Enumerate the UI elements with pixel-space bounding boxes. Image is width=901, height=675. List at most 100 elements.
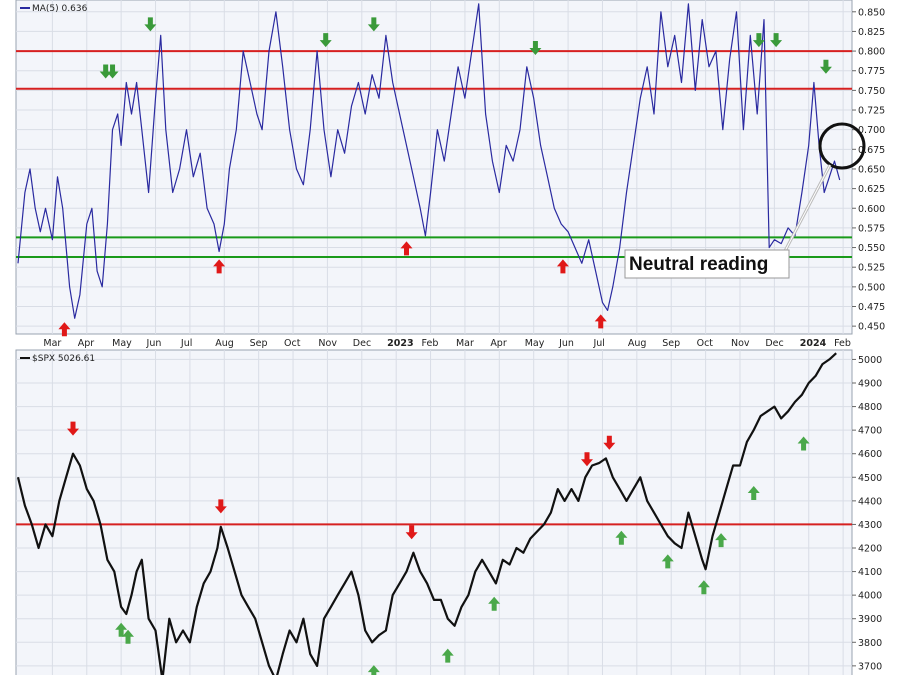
bottom-legend-label: $SPX 5026.61	[32, 354, 95, 364]
overbought-arrow	[770, 33, 783, 48]
overbought-arrow	[819, 59, 832, 74]
sell-signal-arrow	[603, 435, 616, 450]
top-series-line	[17, 3, 841, 319]
bottom-plot-area	[15, 349, 853, 675]
top-legend-label: MA(5) 0.636	[32, 4, 88, 14]
y-tick-label: 4600	[858, 449, 882, 460]
y-tick-label: 4300	[858, 520, 882, 531]
bottom-signal-arrows	[67, 421, 810, 675]
series-line	[16, 352, 837, 675]
oversold-arrow	[594, 314, 607, 329]
overbought-arrow	[529, 40, 542, 55]
top-panel: 0.450 0.475 0.500 0.525 0.550 0.575 0.600 0.625…	[15, 0, 885, 349]
y-tick-label: 0.525	[858, 263, 885, 274]
top-x-axis: Mar Apr May Jun Jul Aug Sep Oct Nov Dec 2023 Feb Mar…	[43, 338, 851, 349]
x-tick-label: Jul	[592, 338, 604, 349]
y-tick-label: 4500	[858, 473, 882, 484]
bottom-series-line	[16, 352, 837, 675]
x-tick-label: Aug	[628, 338, 647, 349]
y-tick-label: 4000	[858, 591, 882, 602]
x-tick-label: Feb	[422, 338, 439, 349]
oversold-arrow	[556, 259, 569, 274]
y-tick-label: 0.450	[858, 322, 885, 333]
y-tick-label: 0.475	[858, 302, 885, 313]
buy-signal-arrow	[661, 554, 674, 569]
annotation-text: Neutral reading	[629, 254, 768, 275]
x-tick-label: May	[112, 338, 132, 349]
overbought-arrow	[367, 17, 380, 32]
x-tick-label: Jun	[558, 338, 574, 349]
sell-signal-arrow	[580, 452, 593, 467]
buy-signal-arrow	[747, 486, 760, 500]
x-tick-label: 2024	[800, 338, 827, 349]
buy-signal-arrow	[122, 629, 135, 644]
x-tick-label: Dec	[765, 338, 783, 349]
x-tick-label: May	[525, 338, 545, 349]
x-tick-label: Nov	[318, 338, 337, 349]
series-line	[17, 3, 841, 319]
y-tick-label: 0.775	[858, 66, 885, 77]
overbought-arrow	[106, 64, 119, 79]
y-tick-label: 4400	[858, 496, 882, 507]
top-y-axis: 0.450 0.475 0.500 0.525 0.550 0.575 0.600 0.625…	[852, 7, 885, 333]
oversold-arrow	[58, 322, 71, 337]
buy-signal-arrow	[615, 530, 628, 545]
x-tick-label: Mar	[456, 338, 474, 349]
neutral-reading-annotation: Neutral reading	[624, 122, 866, 279]
x-tick-label: Apr	[490, 338, 507, 349]
annotation-box	[624, 249, 790, 279]
y-tick-label: 0.800	[858, 47, 885, 58]
sell-signal-arrow	[67, 421, 80, 436]
overbought-arrow	[99, 64, 112, 79]
y-tick-label: 0.500	[858, 282, 885, 293]
x-tick-label: Dec	[353, 338, 371, 349]
y-tick-label: 0.725	[858, 106, 885, 117]
x-tick-label: Sep	[250, 338, 268, 349]
y-tick-label: 0.575	[858, 223, 885, 234]
x-tick-label: Jun	[146, 338, 162, 349]
y-tick-label: 4700	[858, 426, 882, 437]
x-tick-label: Apr	[78, 338, 95, 349]
y-tick-label: 0.625	[858, 184, 885, 195]
y-tick-label: 5000	[858, 355, 882, 366]
callout-line-2	[784, 164, 831, 252]
bottom-y-axis: 3700 3800 3900 4000 4100 4200 4300 4400 4500 4600…	[852, 355, 882, 672]
y-tick-label: 0.850	[858, 7, 885, 18]
y-tick-label: 0.675	[858, 145, 885, 156]
overbought-arrow	[144, 17, 157, 32]
y-tick-label: 4100	[858, 567, 882, 578]
top-signal-arrows	[58, 17, 832, 337]
x-tick-label: Sep	[662, 338, 680, 349]
x-tick-label: Jul	[180, 338, 192, 349]
buy-signal-arrow	[797, 436, 810, 451]
y-tick-label: 4200	[858, 544, 882, 555]
y-tick-label: 0.600	[858, 204, 885, 215]
y-tick-label: 3900	[858, 614, 882, 625]
oversold-arrow	[400, 241, 413, 256]
buy-signal-arrow	[367, 665, 380, 675]
top-legend: MA(5) 0.636	[20, 4, 88, 14]
oversold-arrow	[213, 259, 226, 274]
y-tick-label: 4800	[858, 402, 882, 413]
bottom-gridlines	[16, 350, 852, 675]
buy-signal-arrow	[441, 648, 454, 663]
y-tick-label: 0.750	[858, 86, 885, 97]
y-tick-label: 0.550	[858, 243, 885, 254]
buy-signal-arrow	[115, 622, 128, 637]
y-tick-label: 3700	[858, 661, 882, 672]
buy-signal-arrow	[697, 580, 710, 595]
x-tick-label: Feb	[834, 338, 851, 349]
buy-signal-arrow	[488, 596, 501, 611]
sell-signal-arrow	[405, 525, 418, 540]
bottom-legend: $SPX 5026.61	[20, 354, 95, 364]
y-tick-label: 4900	[858, 379, 882, 390]
highlight-circle	[818, 122, 866, 170]
x-tick-label: 2023	[387, 338, 413, 349]
x-tick-label: Oct	[697, 338, 714, 349]
bottom-panel: 3700 3800 3900 4000 4100 4200 4300 4400 4500 4600…	[15, 349, 882, 675]
y-tick-label: 0.650	[858, 164, 885, 175]
x-tick-label: Nov	[731, 338, 750, 349]
overbought-arrow	[752, 33, 765, 48]
y-tick-label: 0.700	[858, 125, 885, 136]
